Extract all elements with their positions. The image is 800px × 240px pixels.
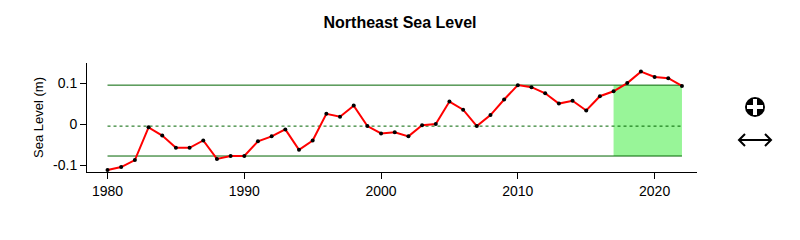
- svg-text:Northeast Sea Level: Northeast Sea Level: [324, 14, 477, 31]
- svg-text:1990: 1990: [229, 183, 260, 199]
- svg-text:2010: 2010: [502, 183, 533, 199]
- svg-text:Sea Level (m): Sea Level (m): [31, 77, 46, 158]
- svg-text:0.1: 0.1: [58, 75, 78, 91]
- svg-text:1980: 1980: [92, 183, 123, 199]
- svg-text:2000: 2000: [365, 183, 396, 199]
- svg-text:2020: 2020: [639, 183, 670, 199]
- svg-text:-0.1: -0.1: [53, 157, 77, 173]
- svg-text:0: 0: [69, 116, 77, 132]
